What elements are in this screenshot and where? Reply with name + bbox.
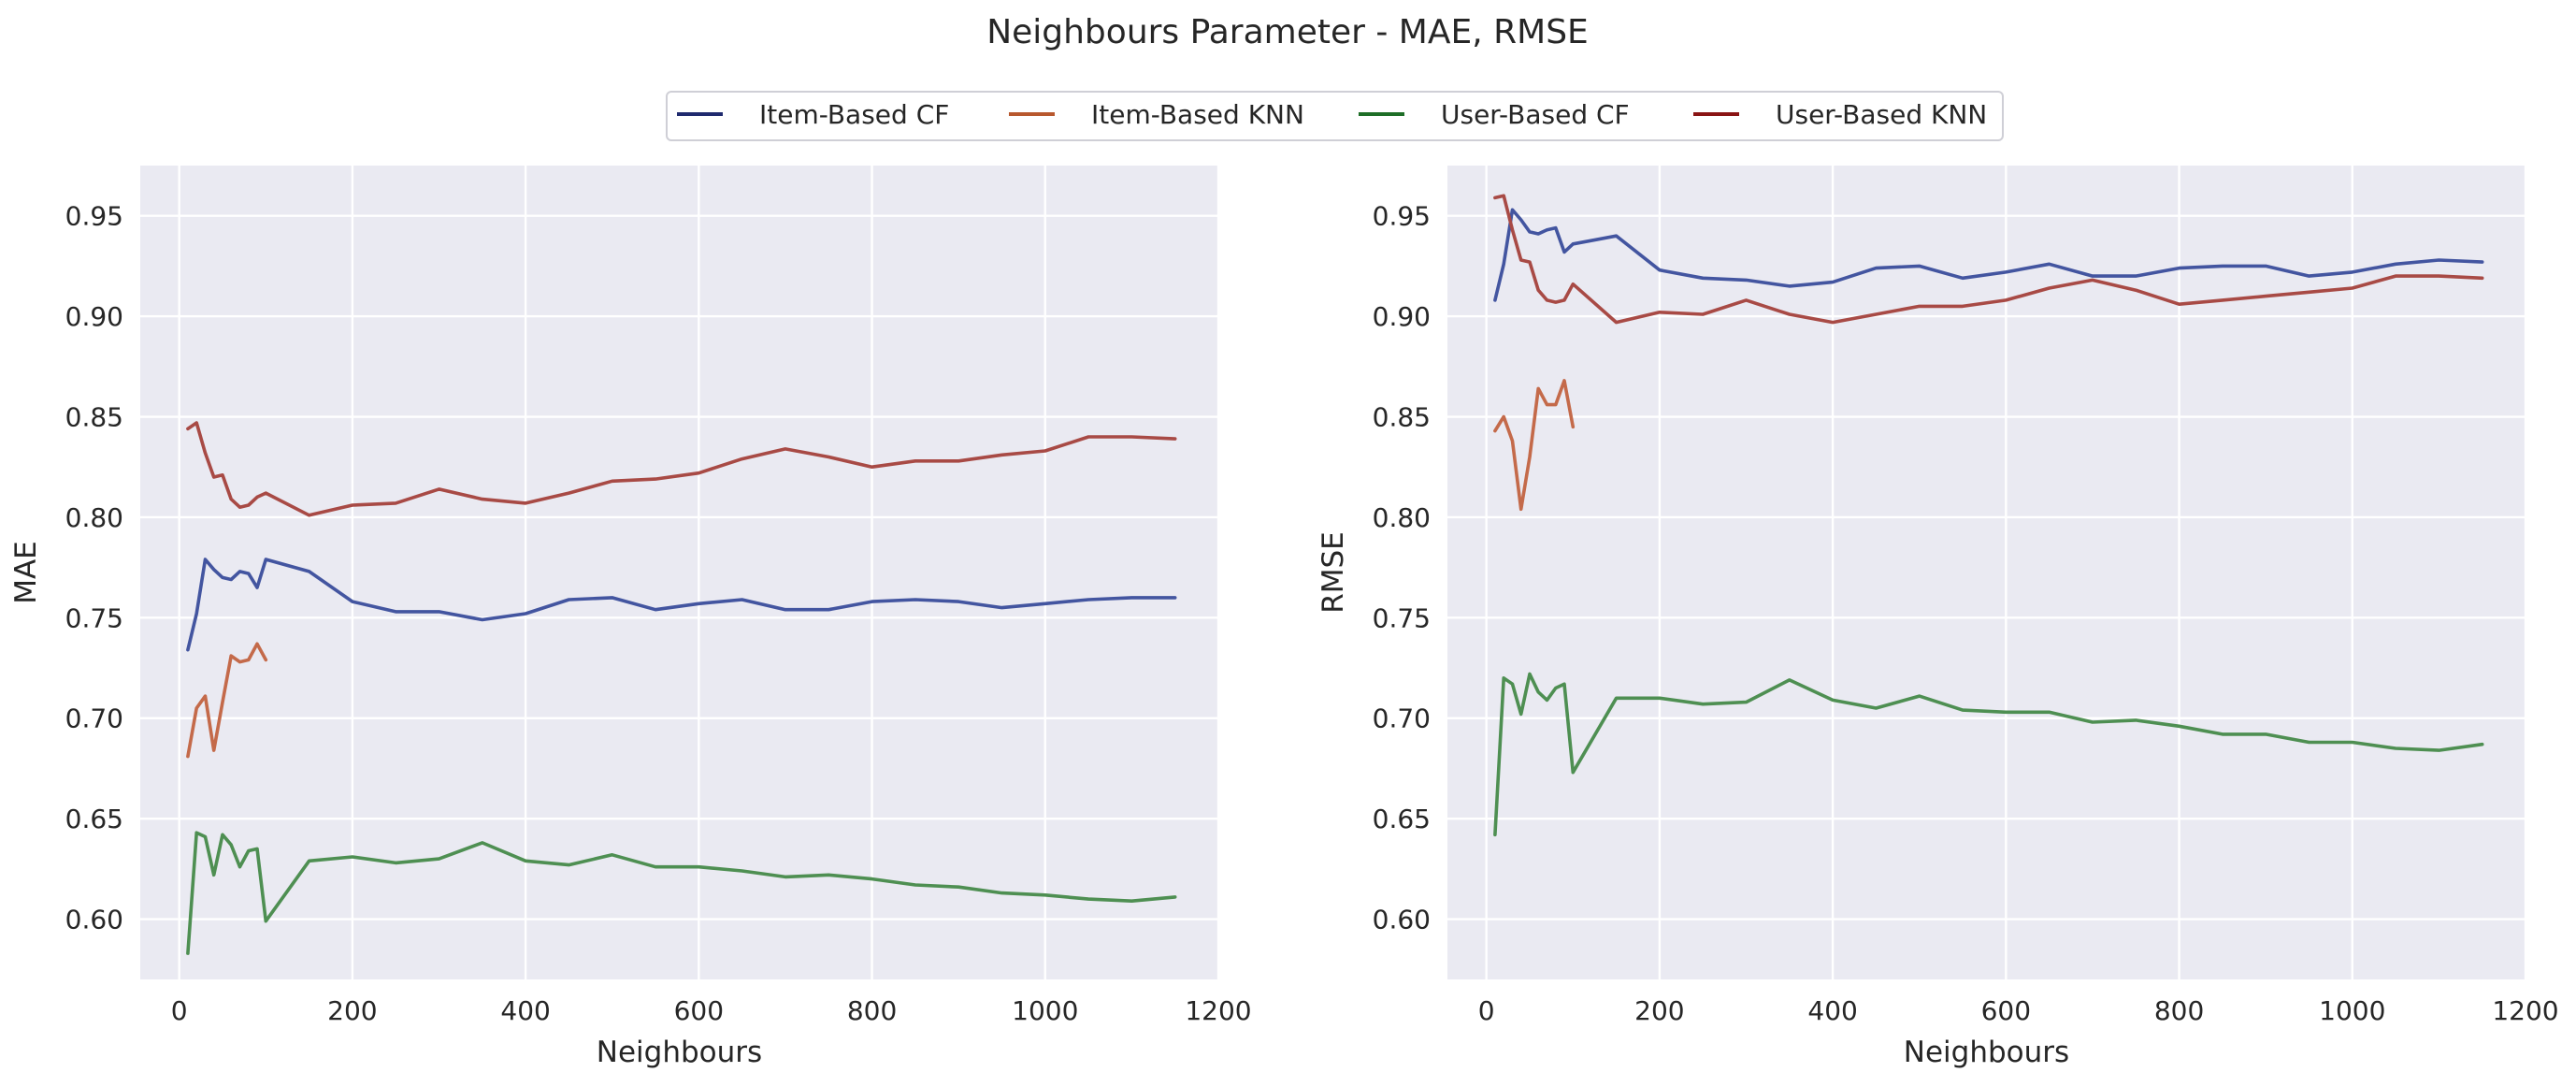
rmse-x-tick-label: 600: [1981, 995, 2031, 1026]
rmse-series-item-based-knn: [1493, 379, 1576, 512]
rmse-series-item-based-cf: [1493, 208, 2484, 302]
rmse-series-user-based-cf: [1493, 672, 2484, 837]
legend-frame: [666, 91, 2004, 141]
rmse-y-tick-label: 0.85: [1373, 402, 1431, 433]
mae-x-tick-label: 400: [500, 995, 550, 1026]
rmse-x-axis-label: Neighbours: [1904, 1036, 2069, 1069]
rmse-x-tick-label: 800: [2154, 995, 2204, 1026]
legend-label-user-based-knn: User-Based KNN: [1776, 99, 1987, 130]
mae-y-tick-label: 0.75: [65, 602, 123, 633]
mae-x-tick-label: 600: [674, 995, 724, 1026]
mae-y-tick-label: 0.80: [65, 502, 123, 533]
mae-series-item-based-knn: [186, 642, 268, 759]
mae-panel: 0 200 400 600 800 1000 1200 0.60 0.65 0.70 0.75 0.8…: [9, 166, 1252, 1069]
legend-label-user-based-cf: User-Based CF: [1441, 99, 1630, 130]
mae-x-tick-label: 1200: [1185, 995, 1251, 1026]
legend-label-item-based-knn: Item-Based KNN: [1091, 99, 1304, 130]
mae-series-user-based-cf: [186, 831, 1177, 955]
mae-x-axis-label: Neighbours: [597, 1036, 762, 1069]
mae-y-tick-label: 0.70: [65, 703, 123, 734]
rmse-y-tick-label: 0.75: [1373, 602, 1431, 633]
legend-label-item-based-cf: Item-Based CF: [759, 99, 949, 130]
mae-series-item-based-cf: [186, 558, 1177, 652]
rmse-y-axis-label: RMSE: [1317, 531, 1350, 614]
rmse-y-tick-label: 0.95: [1373, 201, 1431, 232]
mae-y-tick-label: 0.95: [65, 201, 123, 232]
mae-x-tick-label: 1000: [1012, 995, 1078, 1026]
rmse-panel: 0 200 400 600 800 1000 1200 0.60 0.65 0.70 0.75 0.8…: [1317, 166, 2559, 1069]
rmse-y-tick-label: 0.90: [1373, 301, 1431, 332]
legend: Item-Based CF Item-Based KNN User-Based CF…: [666, 91, 2004, 141]
figure-title: Neighbours Parameter - MAE, RMSE: [986, 13, 1589, 51]
rmse-x-tick-label: 200: [1634, 995, 1684, 1026]
rmse-x-tick-label: 400: [1807, 995, 1857, 1026]
rmse-x-tick-label: 1200: [2492, 995, 2558, 1026]
rmse-x-tick-label: 1000: [2319, 995, 2385, 1026]
rmse-series-user-based-knn: [1493, 194, 2484, 325]
rmse-x-tick-label: 0: [1478, 995, 1495, 1026]
mae-y-tick-label: 0.90: [65, 301, 123, 332]
rmse-y-tick-label: 0.60: [1373, 905, 1431, 935]
rmse-y-tick-label: 0.80: [1373, 502, 1431, 533]
mae-y-tick-label: 0.65: [65, 804, 123, 834]
mae-plot-area: [140, 166, 1218, 979]
rmse-plot-area: [1447, 166, 2526, 979]
rmse-y-tick-label: 0.70: [1373, 703, 1431, 734]
mae-y-axis-label: MAE: [9, 541, 43, 604]
rmse-y-tick-label: 0.65: [1373, 804, 1431, 834]
mae-series-user-based-knn: [186, 421, 1177, 517]
mae-y-tick-label: 0.85: [65, 402, 123, 433]
mae-x-tick-label: 200: [327, 995, 377, 1026]
mae-x-tick-label: 0: [171, 995, 188, 1026]
mae-y-tick-label: 0.60: [65, 905, 123, 935]
mae-x-tick-label: 800: [847, 995, 897, 1026]
